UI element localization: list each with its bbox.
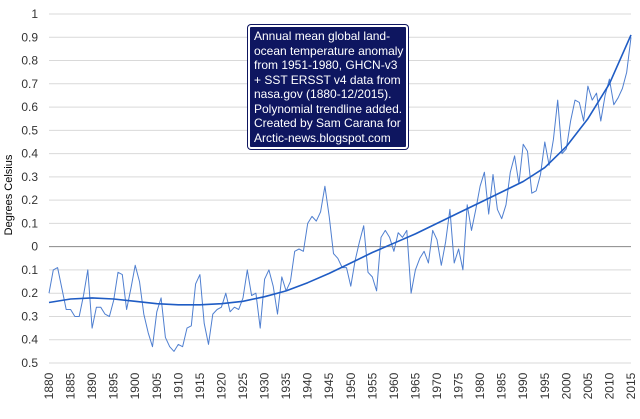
y-tick-label: 0.5 (21, 356, 38, 370)
series-group (48, 34, 632, 352)
x-tick-label: 1960 (387, 372, 401, 399)
x-tick-label: 1935 (279, 372, 293, 399)
x-tick-label: 1940 (301, 372, 315, 399)
y-tick-label: 0.1 (21, 263, 38, 277)
y-tick-label: 0.6 (21, 100, 38, 114)
x-tick-label: 1880 (42, 372, 56, 399)
x-tick-label: 2005 (581, 372, 595, 399)
annotation-line: Annual mean global land- (254, 29, 391, 43)
y-tick-label: 0 (31, 240, 38, 254)
x-tick-label: 1895 (107, 372, 121, 399)
series-line-anomaly (48, 37, 632, 352)
x-tick-label: 2000 (559, 372, 573, 399)
annotation-line: nasa.gov (1880-12/2015). (254, 87, 392, 101)
x-tick-label: 1980 (473, 372, 487, 399)
x-tick-label: 1970 (430, 372, 444, 399)
y-tick-label: 1 (31, 7, 38, 21)
x-tick-label: 1910 (171, 372, 185, 399)
y-tick-label: 0.3 (21, 309, 38, 323)
series-line-trendline (48, 34, 632, 306)
x-tick-label: 2015 (624, 372, 638, 399)
y-tick-label: 0.3 (21, 170, 38, 184)
annotation-line: Created by Sam Carana for (254, 116, 401, 130)
x-tick-label: 1920 (214, 372, 228, 399)
annotation-line: + SST ERSST v4 data from (254, 72, 401, 87)
y-tick-label: 0.5 (21, 123, 38, 137)
annotation-line: from 1951-1980, GHCN-v3 (254, 58, 398, 72)
y-tick-label: 0.1 (21, 216, 38, 230)
annotation-line: Polynomial trendline added. (254, 101, 403, 116)
y-tick-label: 0.8 (21, 54, 38, 68)
x-tick-label: 1925 (236, 372, 250, 399)
annotation-line: Arctic-news.blogspot.com (254, 130, 391, 145)
x-tick-label: 1950 (344, 372, 358, 399)
x-tick-label: 1990 (516, 372, 530, 399)
x-tick-label: 1955 (365, 372, 379, 399)
x-tick-label: 1905 (150, 372, 164, 399)
x-tick-label: 1890 (85, 372, 99, 399)
x-tick-label: 1930 (258, 372, 272, 399)
x-tick-label: 1915 (193, 372, 207, 399)
x-tick-label: 1985 (495, 372, 509, 399)
y-tick-label: 0.4 (21, 333, 38, 347)
x-tick-label: 2010 (602, 372, 616, 399)
x-tick-label: 1900 (128, 372, 142, 399)
y-axis-label: Degrees Celsius (3, 154, 15, 235)
y-tick-label: 0.2 (21, 193, 38, 207)
x-tick-label: 1975 (452, 372, 466, 399)
annotation-box: Annual mean global land-ocean temperatur… (248, 25, 408, 149)
y-tick-label: 0.9 (21, 30, 38, 44)
y-tick-label: 0.4 (21, 147, 38, 161)
y-tick-label: 0.7 (21, 77, 38, 91)
x-tick-label: 1945 (322, 372, 336, 399)
x-tick-label: 1995 (538, 372, 552, 399)
x-axis-ticks: 1880 1885 1890 1895 1900 1905 1910 1915 1920 1925… (42, 372, 638, 399)
x-tick-label: 1885 (64, 372, 78, 399)
annotation-line: ocean temperature anomaly (254, 43, 404, 58)
y-axis-ticks: 1 0.9 0.8 0.7 0.6 0.5 0.4 0.3 0.2 0.1 0 0.1 0.2 0.3 0.… (21, 7, 38, 370)
x-tick-label: 1965 (408, 372, 422, 399)
y-tick-label: 0.2 (21, 286, 38, 300)
